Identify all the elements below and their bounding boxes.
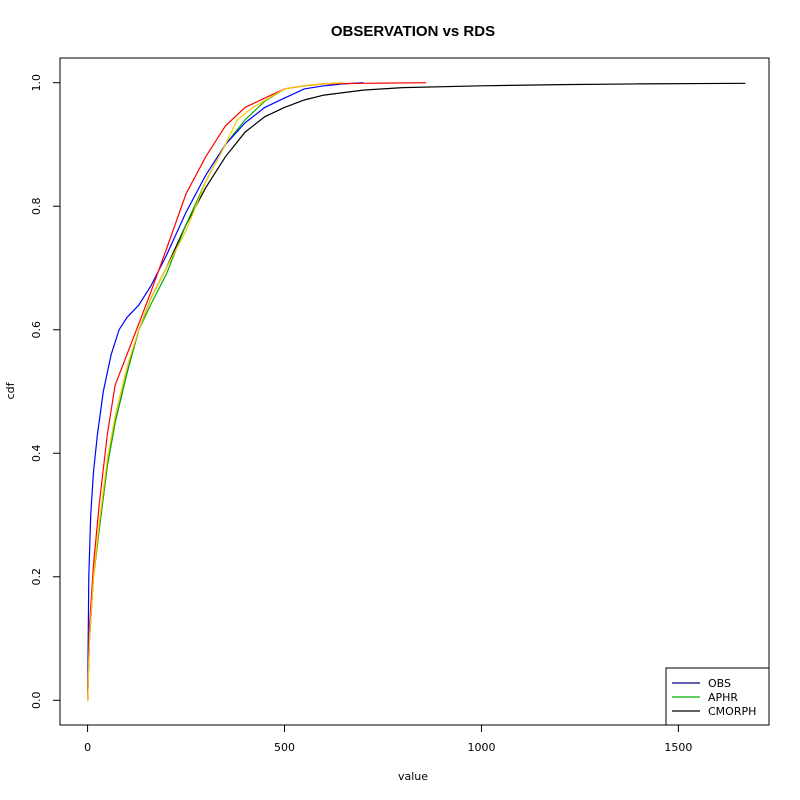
- y-tick-label: 0.0: [30, 692, 43, 710]
- y-tick-label: 0.2: [30, 568, 43, 586]
- x-axis-label: value: [398, 770, 428, 783]
- y-tick-label: 1.0: [30, 74, 43, 92]
- legend-label-3: CMORPH: [708, 705, 756, 718]
- chart-title: OBSERVATION vs RDS: [331, 23, 495, 40]
- y-tick-label: 0.4: [30, 445, 43, 463]
- legend-label-1: OBS: [708, 677, 731, 690]
- x-tick-label: 500: [274, 741, 295, 754]
- y-tick-label: 0.6: [30, 321, 43, 339]
- x-tick-label: 0: [84, 741, 91, 754]
- x-axis: 0 500 1000 1500: [84, 724, 692, 754]
- y-axis-label: cdf: [4, 381, 17, 399]
- series-line-5: [87, 82, 344, 701]
- y-tick-label: 0.8: [30, 197, 43, 215]
- series-layer: [87, 82, 746, 701]
- x-tick-label: 1000: [467, 741, 495, 754]
- y-axis: 0.0 0.2 0.4 0.6 0.8 1.0: [30, 74, 61, 710]
- legend-label-2: APHR: [708, 691, 738, 704]
- x-tick-label: 1500: [664, 741, 692, 754]
